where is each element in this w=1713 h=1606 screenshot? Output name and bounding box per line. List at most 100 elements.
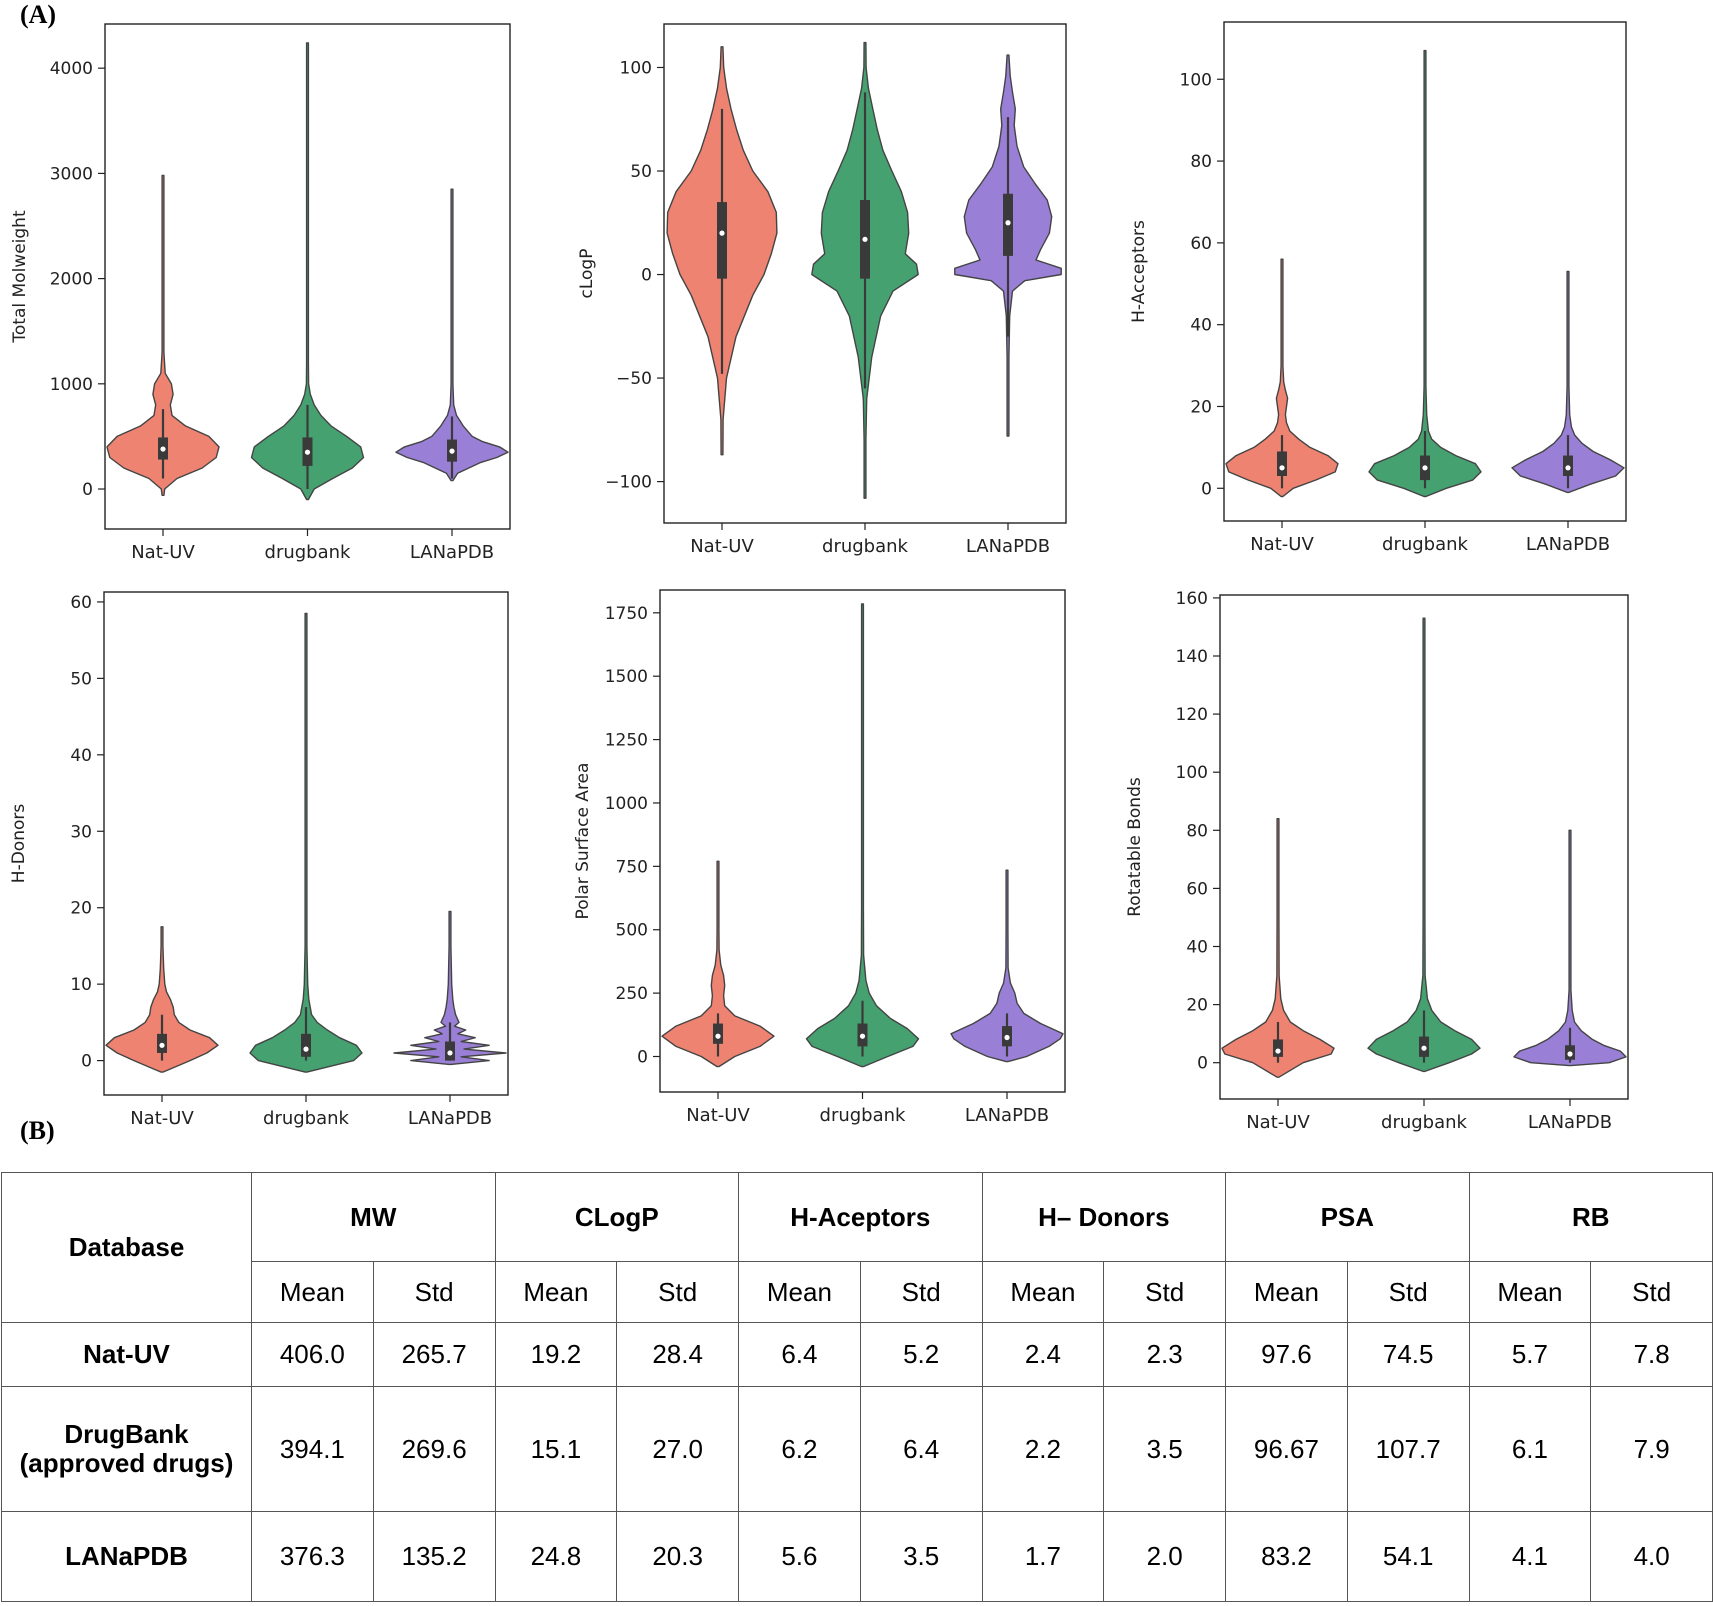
violin-lanapdb <box>1513 829 1627 1067</box>
table-subheader: Std <box>1103 1261 1227 1323</box>
table-row-database: Nat-UV <box>1 1322 252 1387</box>
median-marker-lanapdb <box>1567 1051 1573 1057</box>
panel-a-label: (A) <box>20 0 57 29</box>
violin-nat-uv <box>1225 258 1339 498</box>
iqr-box-drugbank <box>301 1033 311 1057</box>
y-tick-label: 2000 <box>50 270 93 290</box>
panel-b-label: (B) <box>20 1116 55 1145</box>
table-cell: 265.7 <box>372 1322 496 1387</box>
y-tick-label: 100 <box>620 58 652 78</box>
x-tick-label: LANaPDB <box>1528 1112 1612 1133</box>
y-tick-label: 1000 <box>50 375 93 395</box>
median-marker-lanapdb <box>447 1050 453 1056</box>
y-tick-label: 50 <box>630 162 652 182</box>
database-name: Nat-UV <box>83 1339 170 1370</box>
table-cell: 97.6 <box>1225 1322 1348 1387</box>
y-tick-label: 0 <box>81 1052 92 1072</box>
table-cell: 3.5 <box>859 1511 983 1602</box>
table-row-database: DrugBank (approved drugs) <box>1 1386 252 1512</box>
table-row-database: LANaPDB <box>1 1511 252 1602</box>
table-cell: 1.7 <box>981 1511 1105 1602</box>
x-tick-label: drugbank <box>822 536 909 557</box>
y-tick-label: 60 <box>70 593 92 613</box>
violin-lanapdb <box>393 910 507 1066</box>
y-tick-label: 750 <box>616 857 648 877</box>
violin-drugbank <box>1368 49 1482 498</box>
table-cell: 83.2 <box>1225 1511 1348 1602</box>
table-subheader-row: Mean Std Mean Std Mean Std Mean Std Mean… <box>2 1261 1713 1323</box>
table-subheader: Std <box>1346 1261 1470 1323</box>
table-group-header: CLogP <box>494 1172 740 1262</box>
table-group-header: H-Aceptors <box>738 1172 983 1262</box>
table-subheader: Mean <box>494 1261 618 1323</box>
iqr-box-nat-uv <box>717 202 727 279</box>
median-marker-drugbank <box>304 449 311 455</box>
y-tick-label: 4000 <box>50 59 93 79</box>
y-tick-label: 30 <box>70 822 92 842</box>
y-tick-label: 1500 <box>605 667 648 687</box>
y-axis-label: H-Acceptors <box>1129 220 1149 323</box>
iqr-box-nat-uv <box>1273 1039 1283 1057</box>
violin-lanapdb <box>395 188 509 482</box>
table-cell: 96.67 <box>1225 1386 1348 1512</box>
y-tick-label: 80 <box>1190 152 1212 172</box>
x-tick-label: Nat-UV <box>690 536 754 557</box>
y-tick-label: 40 <box>1190 316 1212 336</box>
y-tick-label: 20 <box>70 899 92 919</box>
table-cell: 5.2 <box>859 1322 983 1387</box>
table-cell: 27.0 <box>616 1386 740 1512</box>
table-group-header: H– Donors <box>981 1172 1227 1262</box>
table-subheader: Mean <box>1225 1261 1348 1323</box>
table-cell: 135.2 <box>372 1511 496 1602</box>
table-subheader: Std <box>372 1261 496 1323</box>
y-tick-label: 40 <box>70 746 92 766</box>
y-tick-label: 80 <box>1186 821 1208 841</box>
table-cell: 7.8 <box>1590 1322 1713 1387</box>
y-tick-label: 120 <box>1176 705 1208 725</box>
database-name: LANaPDB <box>65 1541 188 1572</box>
table-cell: 4.0 <box>1590 1511 1713 1602</box>
table-group-header: PSA <box>1225 1172 1470 1262</box>
table-subheader: Std <box>1590 1261 1713 1323</box>
table-subheader: Mean <box>1468 1261 1592 1323</box>
violin-nat-uv <box>105 926 219 1073</box>
table-cell: 54.1 <box>1346 1511 1470 1602</box>
median-marker-nat-uv <box>1279 465 1285 471</box>
x-tick-label: drugbank <box>1382 534 1469 555</box>
y-tick-label: 1000 <box>605 794 648 814</box>
table-subheader: Mean <box>738 1261 861 1323</box>
median-marker-drugbank <box>862 236 868 242</box>
y-tick-label: 50 <box>70 669 92 689</box>
x-tick-label: Nat-UV <box>1250 534 1314 555</box>
table-cell: 7.9 <box>1590 1386 1713 1512</box>
violin-drugbank <box>249 612 363 1073</box>
x-tick-label: Nat-UV <box>131 542 195 563</box>
median-marker-lanapdb <box>449 448 455 454</box>
table-cell: 2.2 <box>981 1386 1105 1512</box>
y-axis-label: cLogP <box>577 249 597 299</box>
y-tick-label: 100 <box>1180 70 1212 90</box>
y-tick-label: 1750 <box>605 604 648 624</box>
table-cell: 28.4 <box>616 1322 740 1387</box>
x-tick-label: Nat-UV <box>1246 1112 1310 1133</box>
table-subheader: Std <box>616 1261 740 1323</box>
table-cell: 3.5 <box>1103 1386 1227 1512</box>
x-tick-label: drugbank <box>265 542 352 563</box>
table-cell: 107.7 <box>1346 1386 1470 1512</box>
table-cell: 2.3 <box>1103 1322 1227 1387</box>
y-tick-label: 0 <box>1201 479 1212 499</box>
y-tick-label: 500 <box>616 921 648 941</box>
y-tick-label: 40 <box>1186 937 1208 957</box>
violin-nat-uv <box>106 174 220 496</box>
violin-lanapdb <box>950 869 1064 1063</box>
y-tick-label: 250 <box>616 984 648 1004</box>
table-group-header: RB <box>1468 1172 1713 1262</box>
median-marker-drugbank <box>859 1033 866 1039</box>
table-cell: 376.3 <box>251 1511 374 1602</box>
table-cell: 2.4 <box>981 1322 1105 1387</box>
table-cell: 406.0 <box>251 1322 374 1387</box>
x-tick-label: LANaPDB <box>408 1108 492 1129</box>
